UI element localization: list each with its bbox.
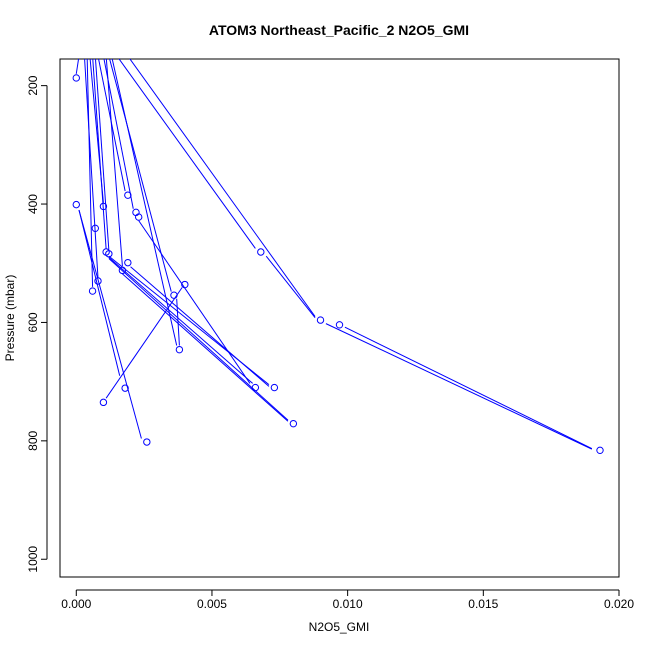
y-tick-label: 800 [26, 431, 40, 451]
data-point [316, 316, 325, 324]
series-points [72, 74, 604, 455]
y-axis: 200 400 600 800 1000 [26, 75, 48, 573]
series-line-segment [325, 323, 593, 450]
series-line-segment [78, 209, 142, 439]
data-point [124, 191, 132, 199]
x-tick-label: 0.000 [61, 597, 91, 611]
data-point [124, 258, 132, 267]
series-line-segment [129, 59, 316, 317]
data-point [335, 321, 344, 329]
series-line-segment [78, 209, 121, 376]
data-point [143, 438, 151, 446]
data-point [289, 419, 298, 428]
series-line-segment [265, 255, 316, 319]
data-point [596, 446, 604, 455]
y-tick-label: 1000 [26, 546, 40, 573]
data-point [118, 266, 127, 275]
data-point [134, 213, 143, 221]
series-line-segment [118, 59, 256, 249]
series-line-segment [130, 266, 270, 387]
chart-title: ATOM3 Northeast_Pacific_2 N2O5_GMI [209, 22, 469, 38]
x-tick-label: 0.020 [604, 597, 634, 611]
series-line-segment [122, 273, 289, 422]
x-tick-label: 0.010 [333, 597, 363, 611]
series-line-segment [344, 326, 593, 449]
data-point [72, 74, 80, 82]
data-point [181, 280, 189, 289]
series-line-segment [94, 59, 110, 251]
series-line-segment [105, 59, 123, 267]
plot-area-frame [59, 58, 620, 578]
x-tick-label: 0.005 [197, 597, 227, 611]
data-point [94, 277, 102, 285]
series-line-segment [108, 258, 289, 421]
data-point [170, 291, 178, 299]
series-line-segment [105, 287, 183, 399]
series-line-segment [108, 256, 253, 384]
data-point [270, 383, 279, 392]
data-point [121, 384, 129, 392]
x-axis-label: N2O5_GMI [309, 620, 370, 634]
y-tick-label: 600 [26, 312, 40, 332]
series-line-segment [109, 59, 172, 292]
y-tick-label: 200 [26, 75, 40, 95]
series-line-segment [84, 59, 99, 279]
data-point [88, 287, 97, 295]
y-tick-label: 400 [26, 194, 40, 214]
series-line-segment [86, 59, 94, 287]
data-point [105, 250, 113, 258]
y-axis-label: Pressure (mbar) [3, 275, 17, 362]
series-line-segment [176, 298, 180, 346]
series-lines [75, 59, 593, 450]
data-point [175, 345, 184, 354]
data-point [257, 248, 265, 256]
x-axis: 0.000 0.005 0.010 0.015 0.020 [61, 589, 634, 611]
data-point [99, 202, 108, 211]
x-tick-label: 0.015 [468, 597, 498, 611]
data-point [99, 398, 108, 407]
series-line-segment [138, 220, 251, 384]
data-point [72, 200, 80, 209]
series-line-segment [75, 59, 80, 74]
data-point [251, 383, 260, 392]
series-line-segment [92, 59, 107, 250]
data-point [91, 224, 99, 233]
